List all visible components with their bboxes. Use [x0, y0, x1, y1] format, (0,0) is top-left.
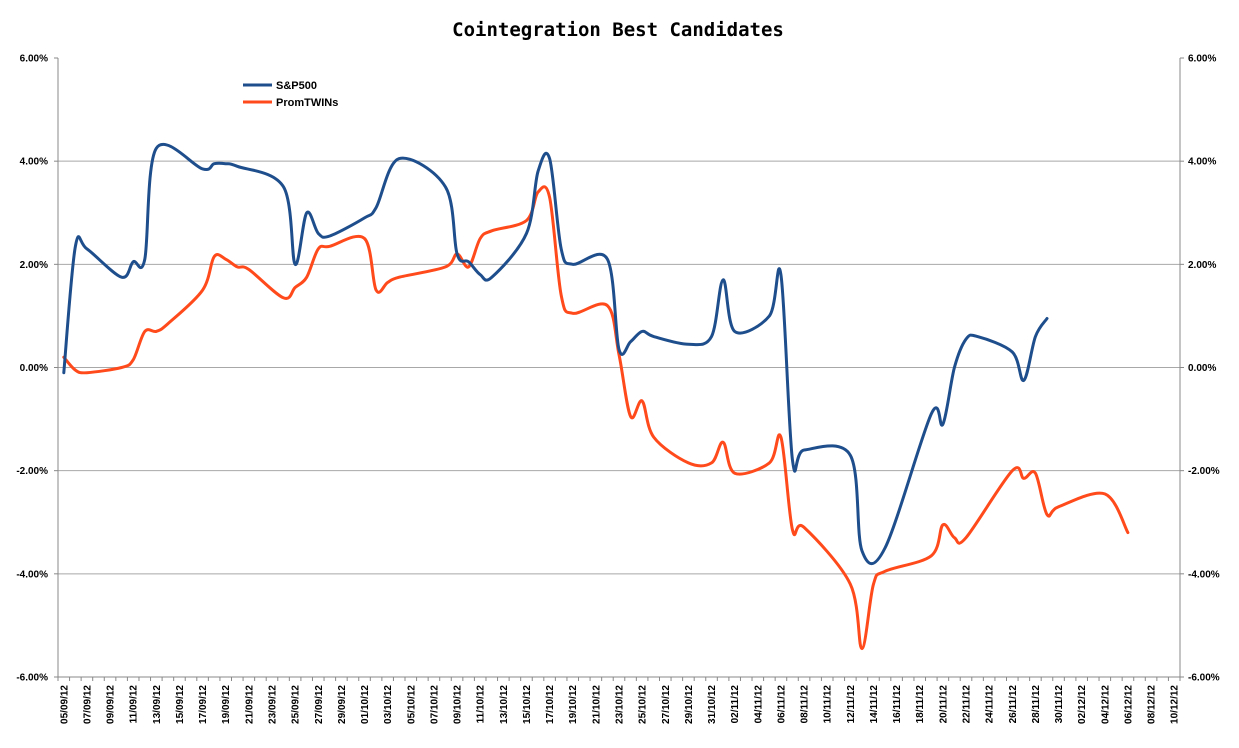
- grid-lines: [58, 160, 1180, 575]
- y-tick-label: 2.00%: [20, 260, 48, 271]
- y2-tick-label: -2.00%: [1188, 466, 1220, 477]
- x-tick-label: 10/11/12: [823, 685, 834, 724]
- x-tick-label: 27/10/12: [661, 685, 672, 724]
- y2-tick-label: 2.00%: [1188, 260, 1216, 271]
- y2-tick-label: 0.00%: [1188, 363, 1216, 374]
- legend-label-promtwins: PromTWINs: [276, 97, 338, 109]
- x-tick-label: 15/10/12: [522, 685, 533, 724]
- x-tick-label: 22/11/12: [962, 685, 973, 724]
- y-tick-label: 4.00%: [20, 157, 48, 168]
- x-tick-label: 23/09/12: [268, 685, 279, 724]
- x-tick-label: 21/09/12: [244, 685, 255, 724]
- x-tick-label: 13/09/12: [152, 685, 163, 724]
- x-tick-label: 30/11/12: [1054, 685, 1065, 724]
- x-tick-label: 02/11/12: [730, 685, 741, 724]
- x-tick-label: 12/11/12: [846, 685, 857, 724]
- x-tick-label: 23/10/12: [615, 685, 626, 724]
- x-tick-label: 08/11/12: [800, 685, 811, 724]
- x-tick-label: 09/09/12: [106, 685, 117, 724]
- x-tick-label: 06/11/12: [776, 685, 787, 724]
- y-tick-label: -6.00%: [16, 673, 48, 684]
- x-tick-label: 07/10/12: [429, 685, 440, 724]
- x-tick-label: 29/09/12: [337, 685, 348, 724]
- x-tick-label: 17/09/12: [198, 685, 209, 724]
- x-tick-label: 24/11/12: [985, 685, 996, 724]
- y-tick-label: -4.00%: [16, 569, 48, 580]
- x-tick-label: 05/10/12: [406, 685, 417, 724]
- x-tick-label: 16/11/12: [892, 685, 903, 724]
- legend: S&P500 PromTWINs: [243, 80, 338, 109]
- x-tick-label: 14/11/12: [869, 685, 880, 724]
- x-tick-label: 19/09/12: [221, 685, 232, 724]
- x-tick-label: 18/11/12: [915, 685, 926, 724]
- y2-tick-label: -4.00%: [1188, 569, 1220, 580]
- x-tick-label: 27/09/12: [314, 685, 325, 724]
- x-tick-label: 02/12/12: [1077, 685, 1088, 724]
- x-tick-label: 17/10/12: [545, 685, 556, 724]
- x-tick-label: 10/12/12: [1170, 685, 1181, 724]
- x-tick-label: 20/11/12: [938, 685, 949, 724]
- x-tick-label: 21/10/12: [591, 685, 602, 724]
- y2-tick-label: 4.00%: [1188, 157, 1216, 168]
- y-tick-label: 0.00%: [20, 363, 48, 374]
- y-tick-label: 6.00%: [20, 54, 48, 65]
- x-tick-label: 19/10/12: [568, 685, 579, 724]
- y-tick-label: -2.00%: [16, 466, 48, 477]
- x-tick-label: 25/09/12: [291, 685, 302, 724]
- y2-tick-label: -6.00%: [1188, 673, 1220, 684]
- x-tick-label: 13/10/12: [499, 685, 510, 724]
- x-tick-label: 04/11/12: [753, 685, 764, 724]
- chart-title: Cointegration Best Candidates: [452, 19, 784, 41]
- x-tick-label: 07/09/12: [82, 685, 93, 724]
- series-line-s-p500: [62, 143, 1049, 566]
- x-tick-label: 06/12/12: [1123, 685, 1134, 724]
- x-tick-label: 31/10/12: [707, 685, 718, 724]
- x-tick-label: 04/12/12: [1100, 685, 1111, 724]
- x-tick-label: 03/10/12: [383, 685, 394, 724]
- legend-label-s-p500: S&P500: [276, 80, 317, 92]
- x-tick-label: 09/10/12: [453, 685, 464, 724]
- x-tick-label: 08/12/12: [1147, 685, 1158, 724]
- x-tick-label: 11/10/12: [476, 685, 487, 724]
- x-tick-label: 25/10/12: [638, 685, 649, 724]
- x-tick-label: 28/11/12: [1031, 685, 1042, 724]
- series-line-promtwins: [62, 185, 1130, 651]
- x-tick-label: 05/09/12: [59, 685, 70, 724]
- axes: 6.00% 6.00% 4.00% 4.00% 2.00% 2.00% 0.00% 0.00%…: [16, 54, 1219, 724]
- x-tick-label: 29/10/12: [684, 685, 695, 724]
- x-tick-label: 11/09/12: [129, 685, 140, 724]
- x-tick-label: 15/09/12: [175, 685, 186, 724]
- x-tick-label: 01/10/12: [360, 685, 371, 724]
- x-tick-label: 26/11/12: [1008, 685, 1019, 724]
- y2-tick-label: 6.00%: [1188, 54, 1216, 65]
- series-lines: [62, 143, 1130, 651]
